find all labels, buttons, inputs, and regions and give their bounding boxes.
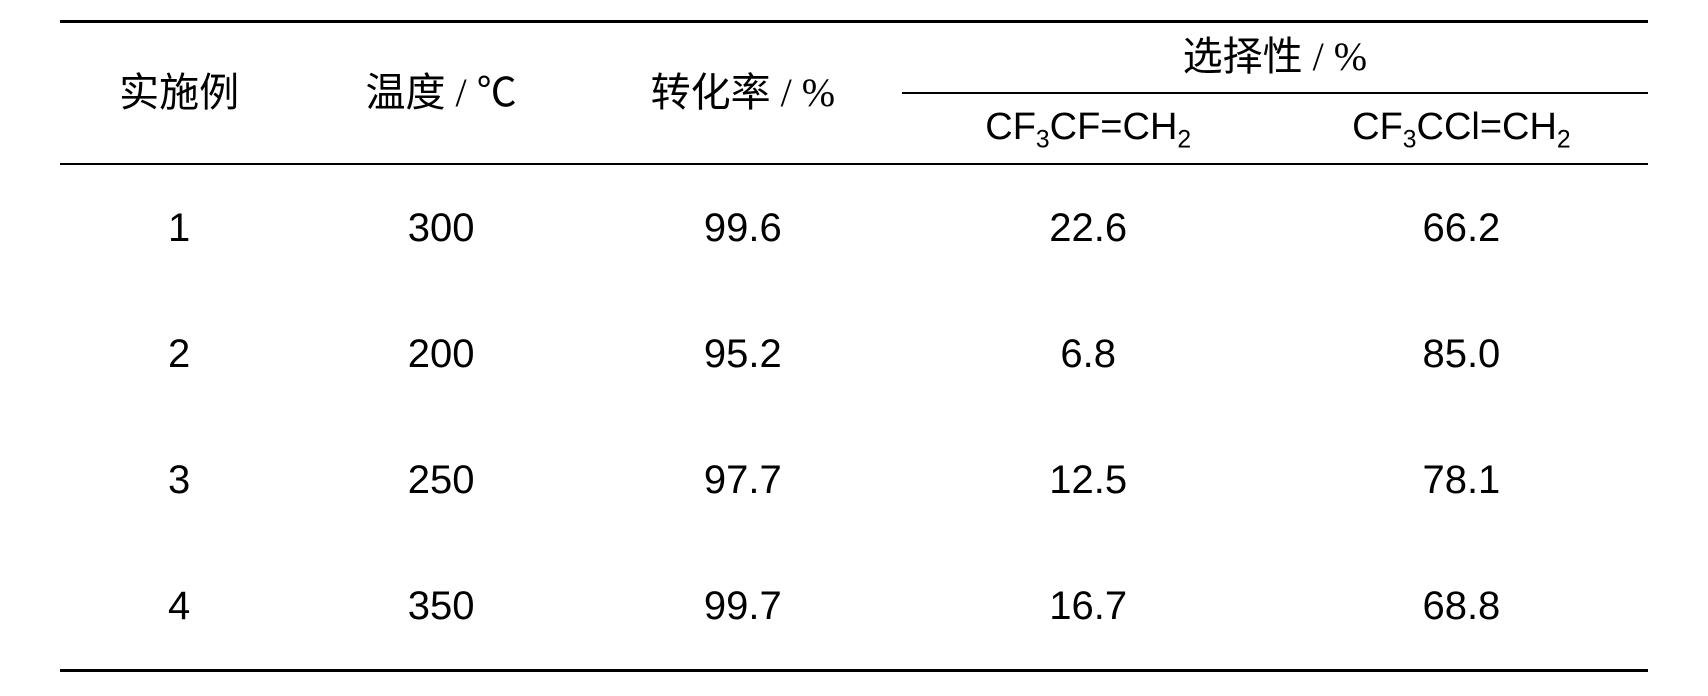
- table-body: 1 300 99.6 22.6 66.2 2 200 95.2 6.8 85.0…: [60, 164, 1648, 671]
- cell-sel2: 68.8: [1275, 543, 1648, 671]
- table-row: 2 200 95.2 6.8 85.0: [60, 291, 1648, 417]
- cell-temperature: 250: [298, 417, 584, 543]
- cell-conversion: 99.7: [584, 543, 902, 671]
- cell-conversion: 99.6: [584, 164, 902, 291]
- col-header-sel1: CF3CF=CH2: [902, 93, 1275, 164]
- cell-conversion: 97.7: [584, 417, 902, 543]
- cell-example: 2: [60, 291, 298, 417]
- cell-sel1: 12.5: [902, 417, 1275, 543]
- cell-temperature: 300: [298, 164, 584, 291]
- col-header-selectivity-group: 选择性 / %: [902, 22, 1648, 94]
- cell-sel1: 16.7: [902, 543, 1275, 671]
- cell-sel2: 66.2: [1275, 164, 1648, 291]
- cell-temperature: 350: [298, 543, 584, 671]
- cell-example: 4: [60, 543, 298, 671]
- header-row-1: 实施例 温度 / ℃ 转化率 / % 选择性 / %: [60, 22, 1648, 94]
- cell-temperature: 200: [298, 291, 584, 417]
- data-table: 实施例 温度 / ℃ 转化率 / % 选择性 / % CF3CF=CH2 CF3…: [60, 20, 1648, 672]
- cell-sel2: 85.0: [1275, 291, 1648, 417]
- cell-example: 3: [60, 417, 298, 543]
- col-header-temperature: 温度 / ℃: [298, 22, 584, 165]
- table-row: 1 300 99.6 22.6 66.2: [60, 164, 1648, 291]
- cell-sel1: 6.8: [902, 291, 1275, 417]
- table-row: 3 250 97.7 12.5 78.1: [60, 417, 1648, 543]
- cell-conversion: 95.2: [584, 291, 902, 417]
- col-header-example: 实施例: [60, 22, 298, 165]
- cell-sel2: 78.1: [1275, 417, 1648, 543]
- col-header-conversion: 转化率 / %: [584, 22, 902, 165]
- col-header-selectivity: 选择性 / %: [1183, 33, 1367, 81]
- table-row: 4 350 99.7 16.7 68.8: [60, 543, 1648, 671]
- table-container: 实施例 温度 / ℃ 转化率 / % 选择性 / % CF3CF=CH2 CF3…: [0, 0, 1708, 696]
- cell-sel1: 22.6: [902, 164, 1275, 291]
- col-header-sel2: CF3CCl=CH2: [1275, 93, 1648, 164]
- cell-example: 1: [60, 164, 298, 291]
